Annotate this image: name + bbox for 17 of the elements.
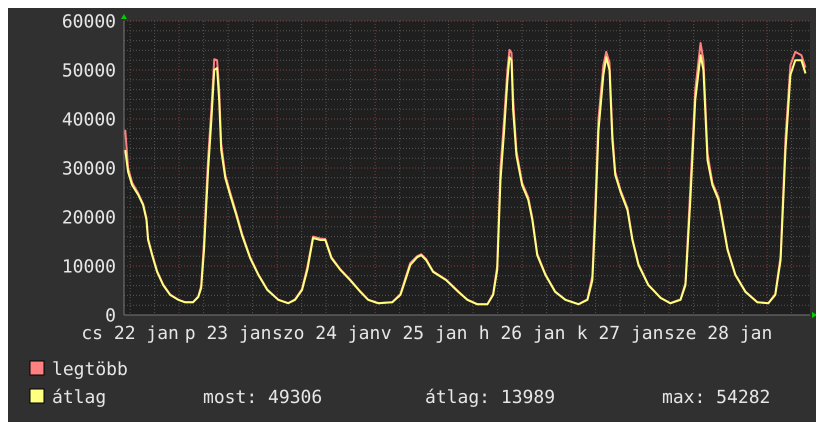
y-tick-label: 10000: [62, 256, 116, 278]
y-tick-label: 20000: [62, 207, 116, 228]
x-tick-label: v 25 jan: [380, 323, 468, 344]
legend-label: átlag: [52, 387, 106, 408]
x-tick-label: p 23 jan: [184, 323, 272, 344]
y-tick-label: 50000: [62, 60, 116, 82]
x-tick-label: h 26 jan: [478, 323, 566, 344]
y-tick-label: 60000: [62, 11, 116, 32]
text: átlag: 13989: [425, 387, 556, 408]
text: most: 49306: [203, 387, 322, 408]
text: max: 54282: [662, 387, 770, 408]
legend-label: legtöbb: [52, 359, 128, 380]
y-tick-label: 30000: [62, 158, 116, 180]
x-tick-label: sze 28 jan: [664, 323, 772, 344]
x-tick-label: szo 24 jan: [272, 323, 380, 344]
y-tick-label: 40000: [62, 109, 116, 130]
x-tick-label: k 27 jan: [576, 323, 664, 344]
